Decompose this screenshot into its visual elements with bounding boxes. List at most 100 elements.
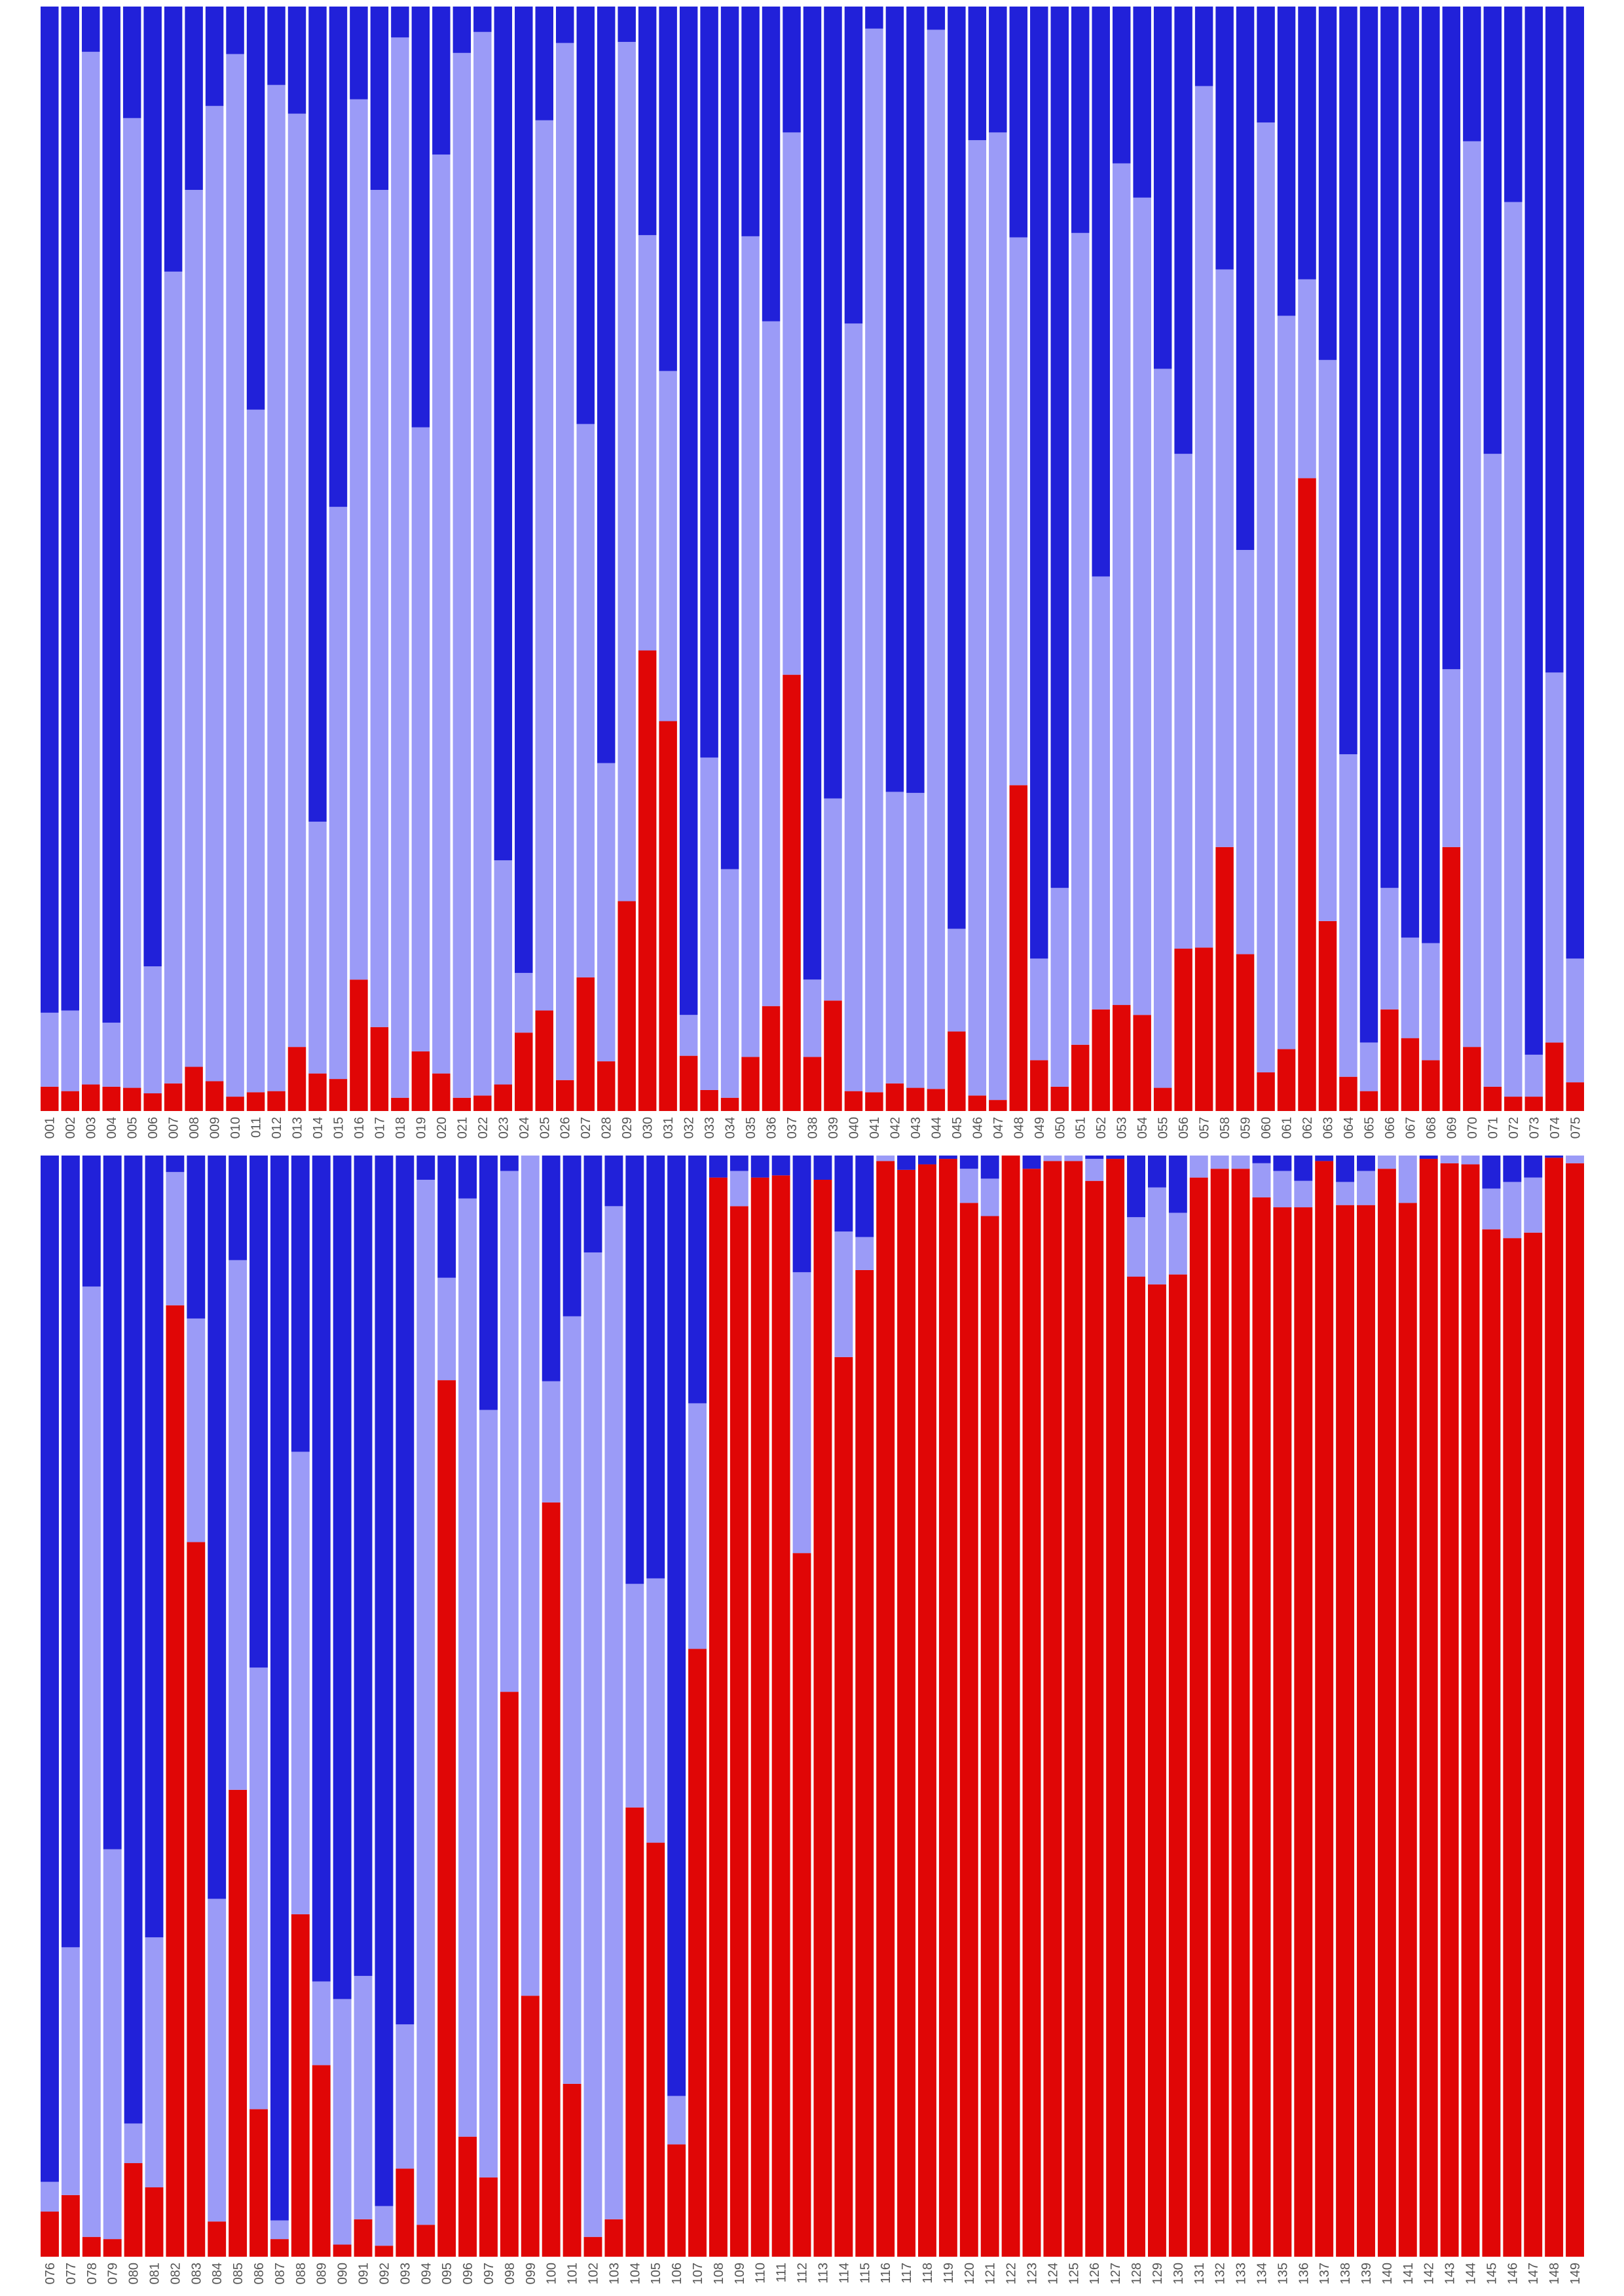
bar-segment-036-dark xyxy=(762,7,781,321)
bar-segment-002-dark xyxy=(61,7,79,1011)
bar-segment-058-light xyxy=(1215,269,1234,847)
bar-segment-067-dark xyxy=(1401,7,1420,938)
bar-segment-034-red xyxy=(720,1097,739,1111)
bar-segment-024-dark xyxy=(515,7,533,974)
bar-segment-051-dark xyxy=(1071,7,1090,233)
bar-segment-060-red xyxy=(1257,1072,1275,1111)
x-tick-label: 117 xyxy=(900,2263,914,2284)
bar-segment-107-red xyxy=(688,1649,707,2257)
bar-segment-022-dark xyxy=(473,7,492,32)
bar-segment-115-red xyxy=(855,1269,874,2257)
bar-segment-117-red xyxy=(897,1169,916,2257)
bar-segment-083-dark xyxy=(187,1156,206,1319)
bar-segment-039-light xyxy=(824,798,842,1001)
bar-segment-101-dark xyxy=(563,1156,581,1317)
x-tick-label: 042 xyxy=(888,1117,902,1139)
x-tick-label: 064 xyxy=(1342,1117,1356,1139)
bar-segment-019-light xyxy=(411,427,430,1051)
panel-top: 001 002 003 004 005 006 007 008 009 010 011 012 013 0… xyxy=(41,7,1584,1139)
bar-segment-086-red xyxy=(249,2109,268,2257)
bar-segment-136-dark xyxy=(1294,1156,1313,1181)
bar-segment-061-red xyxy=(1277,1049,1296,1111)
bar-segment-128-light xyxy=(1127,1217,1145,1277)
bar-segment-064-light xyxy=(1339,754,1357,1077)
bar-segment-033-light xyxy=(700,757,718,1090)
bar-segment-073-light xyxy=(1524,1054,1543,1097)
bar-segment-007-red xyxy=(164,1083,183,1111)
bar-segment-084-light xyxy=(208,1899,227,2222)
x-tick-label: 065 xyxy=(1362,1117,1376,1139)
x-tick-label: 144 xyxy=(1464,2263,1479,2284)
bar-segment-042-light xyxy=(885,792,904,1084)
bar-segment-031-dark xyxy=(659,7,677,371)
x-tick-label: 129 xyxy=(1151,2263,1165,2284)
bar-segment-019-dark xyxy=(411,7,430,428)
bar-segment-070-red xyxy=(1463,1047,1481,1111)
x-tick-label: 128 xyxy=(1130,2263,1144,2284)
bar-segment-028-dark xyxy=(597,7,616,763)
bar-segment-005-dark xyxy=(122,7,141,118)
bar-segment-061-dark xyxy=(1277,7,1296,316)
x-tick-label: 023 xyxy=(496,1117,511,1139)
bar-segment-041-light xyxy=(865,28,883,1093)
x-tick-label: 072 xyxy=(1507,1117,1521,1139)
bar-segment-072-light xyxy=(1504,202,1522,1097)
bar-segment-049-dark xyxy=(1030,7,1048,959)
x-tick-label: 100 xyxy=(545,2263,559,2284)
bar-segment-040-dark xyxy=(844,7,863,324)
bar-segment-037-light xyxy=(783,132,801,675)
bar-segment-143-red xyxy=(1440,1163,1459,2257)
bar-segment-132-light xyxy=(1210,1156,1229,1169)
bar-segment-089-dark xyxy=(312,1156,331,1982)
bar-segment-119-red xyxy=(938,1159,957,2257)
bar-segment-016-light xyxy=(350,99,368,980)
x-tick-label: 063 xyxy=(1321,1117,1336,1139)
bar-segment-046-dark xyxy=(968,7,987,141)
bar-segment-129-dark xyxy=(1147,1156,1166,1188)
bar-segment-048-red xyxy=(1009,785,1028,1111)
bar-segment-101-red xyxy=(563,2083,581,2257)
bar-segment-057-light xyxy=(1194,86,1213,948)
bar-segment-087-light xyxy=(270,2220,289,2240)
bar-segment-135-light xyxy=(1273,1171,1292,1208)
bar-segment-138-light xyxy=(1336,1182,1355,1205)
x-tick-label: 101 xyxy=(566,2263,580,2284)
bar-segment-073-red xyxy=(1524,1097,1543,1111)
bar-segment-003-red xyxy=(81,1084,100,1111)
bar-segment-041-red xyxy=(865,1092,883,1111)
bar-segment-099-red xyxy=(521,1995,540,2257)
bar-segment-065-light xyxy=(1359,1042,1378,1091)
bar-segment-017-red xyxy=(370,1027,389,1111)
bar-segment-137-red xyxy=(1315,1161,1334,2257)
bar-segment-009-light xyxy=(205,105,224,1082)
x-tick-label: 018 xyxy=(394,1117,408,1139)
bar-segment-012-light xyxy=(267,84,286,1091)
x-tick-label: 008 xyxy=(187,1117,202,1139)
bar-segment-112-red xyxy=(792,1553,811,2257)
bar-segment-025-light xyxy=(535,120,553,1011)
x-tick-label: 073 xyxy=(1527,1117,1541,1139)
bar-segment-020-red xyxy=(432,1073,451,1111)
bar-segment-011-dark xyxy=(246,7,265,410)
x-tick-label: 141 xyxy=(1401,2263,1416,2284)
x-tick-label: 048 xyxy=(1012,1117,1026,1139)
bar-segment-114-dark xyxy=(834,1156,853,1232)
bar-segment-126-light xyxy=(1085,1159,1104,1181)
bar-segment-033-dark xyxy=(700,7,718,758)
bar-segment-044-light xyxy=(927,29,946,1089)
bar-segment-077-red xyxy=(61,2195,80,2257)
x-tick-label: 121 xyxy=(984,2263,998,2284)
bar-segment-142-red xyxy=(1419,1159,1438,2257)
bar-segment-044-dark xyxy=(927,7,946,30)
bar-segment-034-light xyxy=(720,869,739,1098)
bar-segment-094-light xyxy=(416,1180,435,2225)
bar-segment-098-red xyxy=(500,1692,519,2257)
bar-segment-079-red xyxy=(103,2239,122,2257)
bar-segment-002-red xyxy=(61,1091,79,1111)
bar-segment-080-dark xyxy=(124,1156,143,2124)
bar-segment-146-light xyxy=(1503,1182,1522,1239)
x-tick-label: 080 xyxy=(127,2263,141,2284)
bar-segment-093-red xyxy=(396,2168,415,2257)
bar-segment-030-red xyxy=(638,650,657,1111)
bar-segment-040-red xyxy=(844,1091,863,1111)
